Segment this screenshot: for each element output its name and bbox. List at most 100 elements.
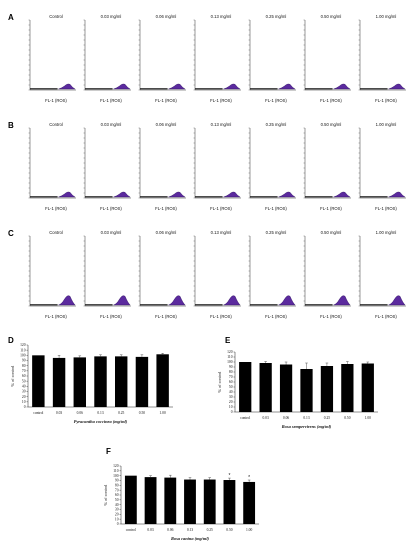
bar	[156, 354, 169, 407]
histogram-panel: 1.00 mg/ml FL-1 (ROS)	[358, 230, 406, 319]
panel-letter-B: B	[8, 121, 14, 130]
panel-letter-F: F	[106, 447, 111, 456]
histogram-ros-peak	[223, 191, 241, 198]
bar-y-tick-label: 80	[115, 484, 119, 488]
bar-y-tick-label: 60	[22, 374, 26, 378]
histogram-condition-label: 1.00 mg/ml	[376, 122, 397, 127]
histogram-condition-label: 0.06 mg/ml	[156, 230, 177, 235]
histogram-ros-peak	[278, 83, 296, 90]
histogram-panel: 0.06 mg/ml FL-1 (ROS)	[138, 230, 186, 319]
histogram-ros-peak	[58, 83, 76, 90]
histogram-ros-peak	[113, 295, 131, 306]
histogram-condition-label: 0.13 mg/ml	[211, 14, 232, 19]
histogram-ros-peak	[278, 191, 296, 198]
histogram-ros-peak	[278, 295, 296, 306]
bar-x-tick-label: control	[126, 528, 136, 532]
histogram-x-label: FL-1 (ROS)	[100, 98, 122, 103]
histogram-panel: 0.25 mg/ml FL-1 (ROS)	[248, 14, 296, 103]
bar-x-tick-label: 0.03	[262, 416, 268, 420]
bar-y-axis-label: % of control	[103, 484, 108, 506]
histogram-panel: 0.03 mg/ml FL-1 (ROS)	[83, 122, 131, 211]
histogram-ros-peak	[388, 191, 406, 198]
histogram-condition-label: 0.50 mg/ml	[321, 122, 342, 127]
bar-x-tick-label: 0.25	[207, 528, 213, 532]
bar-x-axis-label: Pyracantha coccinea (mg/ml)	[74, 419, 128, 424]
bar	[164, 477, 177, 524]
histogram-x-label: FL-1 (ROS)	[265, 314, 287, 319]
histogram-panel: 0.03 mg/ml FL-1 (ROS)	[83, 230, 131, 319]
bar-x-tick-label: 0.06	[283, 416, 289, 420]
bar-y-tick-label: 110	[113, 469, 118, 473]
histogram-condition-label: Control	[49, 230, 63, 235]
panel-letter-E: E	[225, 336, 231, 345]
histogram-condition-label: 0.03 mg/ml	[101, 14, 122, 19]
bar-y-tick-label: 20	[229, 400, 233, 404]
histogram-condition-label: 0.03 mg/ml	[101, 230, 122, 235]
bar-y-tick-label: 30	[22, 390, 26, 394]
bar-y-tick-label: 100	[113, 474, 119, 478]
histogram-panel: 0.13 mg/ml FL-1 (ROS)	[193, 122, 241, 211]
bar-y-axis-label: % of control	[217, 371, 222, 393]
bar-y-tick-label: 40	[229, 390, 233, 394]
histogram-condition-label: 0.25 mg/ml	[266, 14, 287, 19]
panel-letter-D: D	[8, 336, 14, 345]
histogram-panel: Control FL-1 (ROS)	[28, 14, 76, 103]
histogram-x-label: FL-1 (ROS)	[155, 314, 177, 319]
bar	[361, 363, 374, 412]
histogram-panel: 1.00 mg/ml FL-1 (ROS)	[358, 14, 406, 103]
bar-x-tick-label: 1.00	[246, 528, 252, 532]
histogram-ros-peak	[168, 295, 186, 306]
histogram-x-label: FL-1 (ROS)	[45, 314, 67, 319]
histogram-x-label: FL-1 (ROS)	[320, 206, 342, 211]
bar-x-tick-label: 0.06	[167, 528, 173, 532]
bar-y-tick-label: 120	[227, 350, 233, 354]
histogram-x-label: FL-1 (ROS)	[210, 98, 232, 103]
histogram-condition-label: 0.13 mg/ml	[211, 230, 232, 235]
bar-y-tick-label: 80	[22, 364, 26, 368]
bar-y-tick-label: 20	[115, 513, 119, 517]
bar-y-tick-label: 40	[115, 503, 119, 507]
histogram-condition-label: 0.50 mg/ml	[321, 14, 342, 19]
histogram-ros-peak	[333, 295, 351, 306]
bar-y-tick-label: 50	[22, 379, 26, 383]
bar-x-tick-label: 0.25	[118, 411, 124, 415]
bar	[341, 364, 354, 412]
bar-y-tick-label: 90	[22, 359, 26, 363]
bar-y-tick-label: 50	[229, 385, 233, 389]
histogram-ros-peak	[58, 295, 76, 306]
histogram-panel: 0.03 mg/ml FL-1 (ROS)	[83, 14, 131, 103]
histogram-condition-label: 0.25 mg/ml	[266, 230, 287, 235]
histogram-ros-peak	[168, 83, 186, 90]
histogram-x-label: FL-1 (ROS)	[45, 98, 67, 103]
bar-y-tick-label: 90	[229, 365, 233, 369]
histogram-x-label: FL-1 (ROS)	[210, 206, 232, 211]
bar-y-tick-label: 60	[115, 493, 119, 497]
significance-marker: *	[248, 475, 250, 481]
bar-y-tick-label: 100	[227, 360, 233, 364]
bar-x-tick-label: 1.00	[365, 416, 371, 420]
bar-y-axis-label: % of control	[10, 365, 15, 387]
bar	[135, 356, 149, 407]
bar	[124, 475, 137, 524]
histogram-x-label: FL-1 (ROS)	[100, 314, 122, 319]
histogram-ros-peak	[388, 295, 406, 306]
histogram-condition-label: Control	[49, 14, 63, 19]
histogram-x-label: FL-1 (ROS)	[210, 314, 232, 319]
bar	[203, 479, 216, 524]
bar	[52, 357, 66, 407]
histogram-panel: 0.13 mg/ml FL-1 (ROS)	[193, 14, 241, 103]
bar-y-tick-label: 10	[22, 400, 26, 404]
histogram-panel: 0.50 mg/ml FL-1 (ROS)	[303, 14, 351, 103]
bar-y-tick-label: 70	[22, 369, 26, 373]
bar-y-tick-label: 110	[227, 355, 232, 359]
bar-x-tick-label: 0.06	[77, 411, 83, 415]
histogram-ros-peak	[168, 191, 186, 198]
histogram-ros-peak	[333, 191, 351, 198]
histogram-x-label: FL-1 (ROS)	[155, 98, 177, 103]
bar-y-tick-label: 30	[229, 395, 233, 399]
bar-x-tick-label: 0.13	[187, 528, 193, 532]
significance-marker: *	[228, 473, 230, 479]
bar-y-tick-label: 50	[115, 498, 119, 502]
